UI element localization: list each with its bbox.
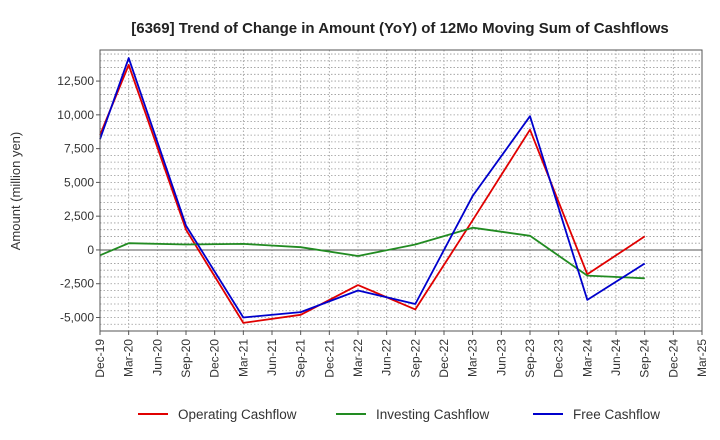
x-tick-layer: Dec-19 Mar-20 Jun-20 Sep-20 Dec-20 Mar-21 Jun-…	[93, 331, 709, 378]
x-tick-label: Jun-23	[494, 339, 508, 376]
series-line-free-cashflow	[99, 57, 646, 319]
y-tick-label: -2,500	[60, 277, 94, 291]
legend-label: Investing Cashflow	[376, 407, 490, 422]
x-tick-label: Dec-19	[93, 339, 107, 378]
series-layer	[99, 57, 646, 324]
x-tick-label: Dec-24	[666, 339, 680, 378]
x-tick-label: Dec-22	[437, 339, 451, 378]
x-tick-label: Mar-22	[351, 339, 365, 377]
legend: Operating Cashflow Investing Cashflow Free…	[138, 407, 660, 422]
y-axis-label: Amount (million yen)	[8, 132, 23, 251]
plot-frame	[99, 49, 703, 332]
chart-title: [6369] Trend of Change in Amount (YoY) o…	[131, 20, 669, 37]
y-tick-label: 2,500	[64, 209, 94, 223]
y-tick-label: 5,000	[64, 175, 94, 189]
x-tick-label: Sep-20	[179, 339, 193, 378]
series-line-operating-cashflow	[99, 64, 646, 324]
x-tick-label: Jun-20	[150, 339, 164, 376]
x-tick-label: Sep-21	[294, 339, 308, 378]
x-tick-label: Jun-22	[380, 339, 394, 376]
x-tick-label: Sep-22	[408, 339, 422, 378]
series-line-investing-cashflow	[99, 226, 645, 280]
x-tick-label: Dec-21	[322, 339, 336, 378]
x-tick-label: Jun-21	[265, 339, 279, 376]
x-tick-label: Mar-21	[236, 339, 250, 377]
x-tick-label: Dec-20	[208, 339, 222, 378]
y-tick-label: 0	[87, 243, 94, 257]
y-tick-label: -5,000	[60, 310, 94, 324]
x-tick-label: Sep-24	[638, 339, 652, 378]
y-tick-layer: -5,000 -2,500 0 2,500 5,000 7,500 10,000 12,500	[57, 74, 100, 324]
x-tick-label: Mar-23	[466, 339, 480, 377]
x-tick-label: Dec-23	[552, 339, 566, 378]
x-tick-label: Mar-25	[695, 339, 709, 377]
legend-label: Free Cashflow	[573, 407, 660, 422]
y-tick-label: 12,500	[57, 74, 94, 88]
y-tick-label: 10,000	[57, 108, 94, 122]
x-tick-label: Jun-24	[609, 339, 623, 376]
legend-label: Operating Cashflow	[178, 407, 297, 422]
x-tick-label: Mar-24	[580, 339, 594, 377]
x-tick-label: Sep-23	[523, 339, 537, 378]
y-tick-label: 7,500	[64, 142, 94, 156]
grid-layer	[100, 50, 702, 331]
x-tick-label: Mar-20	[122, 339, 136, 377]
